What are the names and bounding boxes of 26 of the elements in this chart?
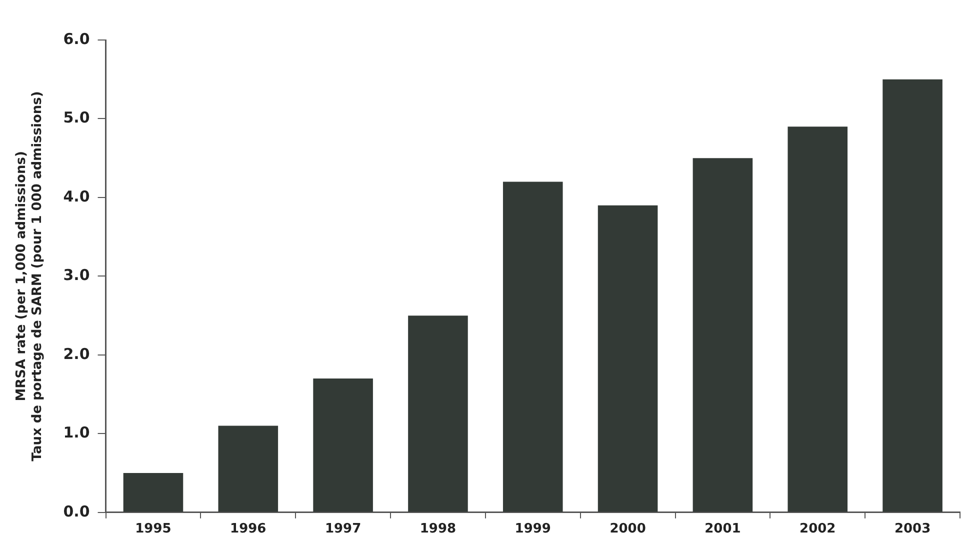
x-tick-label: 2003: [894, 522, 931, 537]
bar: [313, 378, 373, 512]
y-tick-label: 2.0: [63, 344, 90, 363]
y-tick-label: 4.0: [63, 187, 90, 206]
y-tick-label: 6.0: [63, 30, 90, 48]
x-tick-label: 1999: [514, 522, 551, 537]
x-tick-label: 2002: [800, 522, 836, 537]
y-tick-label: 5.0: [63, 108, 90, 127]
bar: [788, 126, 848, 512]
y-tick-label: 1.0: [63, 424, 90, 442]
x-tick-label: 2000: [610, 522, 646, 537]
x-tick-label: 1997: [324, 522, 362, 537]
x-tick-label: 2001: [704, 522, 741, 537]
y-tick-label: 0.0: [63, 502, 90, 520]
y-tick-label: 3.0: [63, 266, 90, 284]
bar: [692, 158, 753, 512]
x-tick-label: 1996: [230, 522, 266, 537]
y-axis-title: MRSA rate (per 1,000 admissions) Taux de portage de SARM (pour 1 000 admissions): [14, 91, 45, 462]
bar: [408, 316, 468, 512]
bar: [123, 473, 184, 512]
bar: [502, 182, 563, 512]
x-tick-label: 1995: [135, 522, 172, 537]
bar: [882, 79, 942, 512]
bar: [598, 205, 658, 512]
x-tick-label: 1998: [420, 522, 456, 537]
bar: [218, 426, 278, 512]
